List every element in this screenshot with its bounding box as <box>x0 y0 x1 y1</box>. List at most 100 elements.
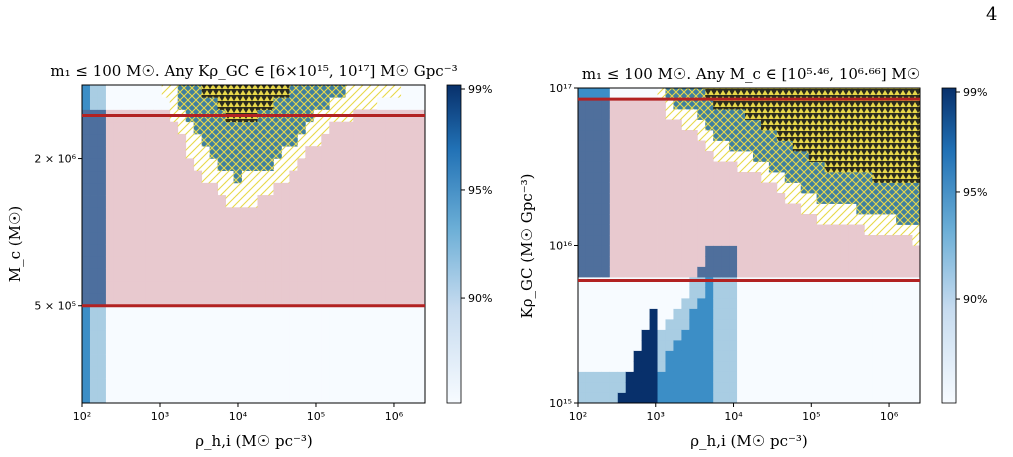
heatmap-cell <box>649 340 658 351</box>
heatmap-cell <box>888 172 897 183</box>
heatmap-cell <box>697 161 706 173</box>
heatmap-cell <box>361 280 370 294</box>
heatmap-cell <box>201 121 211 135</box>
heatmap-cell <box>385 317 394 331</box>
heatmap-cell <box>912 109 921 120</box>
heatmap-cell <box>345 366 354 379</box>
heatmap-cell <box>681 140 690 152</box>
heatmap-cell <box>617 308 627 320</box>
heatmap-cell <box>209 121 219 135</box>
heatmap-cell <box>177 170 187 184</box>
heatmap-cell <box>681 224 690 236</box>
heatmap-cell <box>689 130 698 141</box>
heatmap-cell <box>161 390 171 404</box>
heatmap-cell <box>880 151 889 162</box>
heatmap-cell <box>840 277 849 288</box>
heatmap-cell <box>721 371 730 383</box>
heatmap-cell <box>776 88 786 99</box>
heatmap-cell <box>880 109 889 120</box>
heatmap-cell <box>321 182 330 196</box>
heatmap-cell <box>305 366 314 379</box>
heatmap-cell <box>784 119 794 131</box>
heatmap-cell <box>912 382 921 393</box>
heatmap-cell <box>912 182 921 194</box>
heatmap-cell <box>305 170 314 184</box>
heatmap-cell <box>856 193 865 204</box>
heatmap-cell <box>337 182 346 196</box>
heatmap-cell <box>97 390 107 404</box>
heatmap-cell <box>161 341 171 355</box>
heatmap-cell <box>609 203 619 215</box>
heatmap-cell <box>673 361 682 372</box>
heatmap-cell <box>641 98 650 110</box>
heatmap-cell <box>888 151 897 162</box>
heatmap-cell <box>752 109 762 120</box>
heatmap-cell <box>824 193 833 204</box>
heatmap-cell <box>377 341 386 355</box>
heatmap-cell <box>904 172 913 183</box>
heatmap-cell <box>249 256 258 269</box>
heatmap-cell <box>361 146 370 159</box>
heatmap-cell <box>705 287 714 299</box>
heatmap-cell <box>848 193 857 204</box>
heatmap-cell <box>281 244 290 257</box>
heatmap-cell <box>401 256 410 269</box>
heatmap-cell <box>689 392 698 404</box>
heatmap-cell <box>776 266 786 278</box>
heatmap-cell <box>145 280 155 294</box>
heatmap-cell <box>201 207 211 220</box>
heatmap-cell <box>633 172 643 183</box>
heatmap-cell <box>289 244 298 257</box>
heatmap-cell <box>265 366 274 379</box>
heatmap-cell <box>273 378 282 392</box>
heatmap-cell <box>329 354 338 367</box>
heatmap-cell <box>257 366 266 379</box>
heatmap-cell <box>353 317 362 331</box>
heatmap-cell <box>792 235 802 246</box>
heatmap-cell <box>153 317 163 331</box>
heatmap-cell <box>121 268 131 282</box>
heatmap-cell <box>113 158 123 172</box>
heatmap-cell <box>729 182 738 194</box>
heatmap-cell <box>137 146 147 159</box>
heatmap-cell <box>153 207 163 220</box>
heatmap-cell <box>641 371 650 383</box>
heatmap-cell <box>617 109 627 120</box>
heatmap-cell <box>824 140 833 152</box>
heatmap-cell <box>193 146 203 159</box>
heatmap-cell <box>321 292 330 306</box>
heatmap-cell <box>689 151 698 162</box>
heatmap-cell <box>760 172 770 183</box>
heatmap-cell <box>401 170 410 184</box>
heatmap-cell <box>105 85 115 98</box>
heatmap-cell <box>737 287 746 299</box>
heatmap-cell <box>161 182 171 196</box>
heatmap-cell <box>745 161 754 173</box>
heatmap-cell <box>265 97 274 110</box>
heatmap-cell <box>585 140 595 152</box>
heatmap-cell <box>281 256 290 269</box>
heatmap-cell <box>681 382 690 393</box>
heatmap-cell <box>113 305 123 318</box>
heatmap-cell <box>137 231 147 245</box>
heatmap-cell <box>665 382 674 393</box>
heatmap-cell <box>760 119 770 131</box>
heatmap-cell <box>721 382 730 393</box>
heatmap-cell <box>888 203 897 215</box>
heatmap-cell <box>585 256 595 267</box>
heatmap-cell <box>800 235 810 246</box>
heatmap-cell <box>233 182 242 196</box>
heatmap-cell <box>145 292 155 306</box>
heatmap-cell <box>585 308 595 320</box>
heatmap-cell <box>800 298 810 309</box>
heatmap-cell <box>233 317 242 331</box>
heatmap-cell <box>273 292 282 306</box>
heatmap-cell <box>792 245 802 257</box>
heatmap-cell <box>161 97 171 110</box>
heatmap-cell <box>665 392 674 404</box>
heatmap-cell <box>752 98 762 110</box>
right-heatmap <box>578 88 921 404</box>
heatmap-cell <box>601 98 611 110</box>
heatmap-cell <box>721 182 730 194</box>
